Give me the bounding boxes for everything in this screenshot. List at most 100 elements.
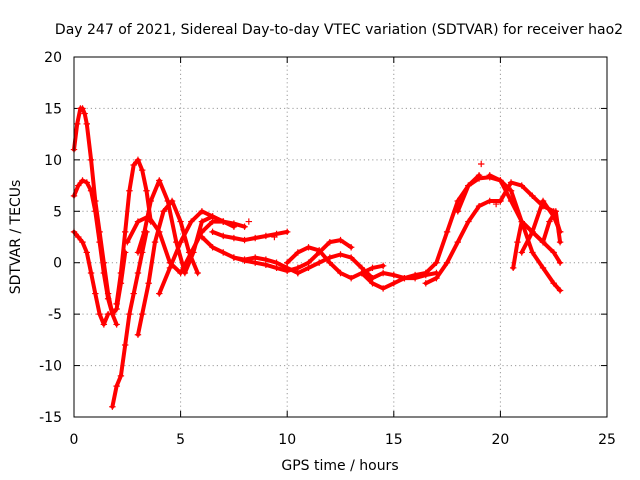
satellite-track-19-point [556, 259, 564, 266]
x-tick-label: 0 [70, 432, 79, 448]
satellite-track-3-point [87, 269, 95, 277]
satellite-track-12-point [241, 257, 248, 264]
satellite-track-12-point [230, 254, 238, 261]
satellite-track-22-point [539, 197, 547, 205]
satellite-track-16-point [379, 269, 387, 277]
satellite-track-7-line [125, 214, 226, 275]
satellite-track-9-point [209, 213, 216, 220]
satellite-track-14-point [294, 269, 302, 277]
isolated-point [271, 233, 278, 241]
satellite-track-1-point [73, 120, 81, 128]
satellite-track-9-point [188, 218, 195, 225]
satellite-track-3-point [75, 233, 82, 241]
satellite-track-17-point [486, 197, 493, 205]
satellite-track-4-point [121, 341, 129, 349]
satellite-track-21-point [509, 264, 517, 272]
satellite-track-12-point [347, 244, 355, 251]
satellite-track-21-point [552, 208, 560, 215]
satellite-track-22-point [550, 213, 557, 220]
satellite-track-19-point [486, 172, 493, 179]
isolated-point [245, 218, 253, 225]
satellite-track-22-point [556, 228, 564, 236]
satellite-track-21-point [556, 238, 564, 246]
satellite-track-14-point [347, 254, 355, 261]
isolated-point [478, 160, 485, 168]
data-series [70, 105, 564, 410]
satellite-track-14-point [337, 251, 344, 258]
y-tick-label: 20 [44, 50, 62, 66]
satellite-track-9-point [166, 264, 174, 272]
satellite-track-3-point [100, 321, 108, 328]
satellite-track-16-point [369, 274, 376, 282]
satellite-track-22-point [518, 249, 525, 256]
satellite-track-8-point [145, 280, 152, 287]
satellite-track-16-point [433, 259, 440, 266]
satellite-track-13-point [315, 247, 323, 254]
satellite-track-19-point [550, 249, 557, 256]
satellite-track-17-point [454, 238, 461, 246]
satellite-track-6-point [141, 228, 148, 236]
satellite-track-14-line [295, 252, 375, 281]
satellite-track-10-point [284, 228, 291, 236]
satellite-track-8-point [185, 249, 193, 256]
satellite-track-20-point [497, 197, 504, 205]
satellite-track-16-point [390, 271, 397, 279]
satellite-track-11-point [209, 244, 216, 251]
satellite-track-2-point [83, 179, 90, 186]
x-tick-label: 15 [385, 432, 403, 448]
y-tick-label: -5 [48, 307, 62, 323]
satellite-track-9-point [230, 223, 238, 230]
satellite-track-21-line [511, 209, 563, 270]
plot-frame [73, 56, 608, 418]
x-tick-label: 20 [491, 432, 509, 448]
satellite-track-5-point [126, 187, 133, 194]
satellite-track-3-point [83, 249, 90, 256]
satellite-track-5-point [139, 166, 146, 174]
satellite-track-19-point [497, 177, 504, 184]
satellite-track-12-point [284, 267, 291, 275]
satellite-track-2-point [75, 182, 82, 189]
satellite-track-16-point [443, 228, 451, 236]
satellite-track-1-point [87, 156, 95, 164]
satellite-track-17-point [475, 202, 483, 210]
satellite-track-8-point [194, 269, 201, 277]
x-tick-label: 25 [598, 432, 616, 448]
satellite-track-15-point [379, 285, 387, 292]
satellite-track-8-point [134, 331, 142, 338]
satellite-track-3-point [92, 290, 99, 297]
satellite-track-8-point [168, 197, 176, 205]
y-tick-label: 10 [44, 153, 62, 169]
satellite-track-14-point [305, 264, 312, 272]
x-axis-label: GPS time / hours [281, 458, 398, 474]
satellite-track-22-point [529, 228, 536, 236]
satellite-track-2-point [87, 187, 95, 194]
satellite-track-21-point [539, 238, 547, 246]
x-tick-label: 10 [278, 432, 296, 448]
satellite-track-2-point [96, 238, 103, 246]
satellite-track-18-point [507, 187, 515, 194]
y-tick-label: 5 [53, 204, 62, 220]
satellite-track-4-point [109, 403, 116, 410]
satellite-track-10-point [241, 236, 248, 244]
satellite-track-2-point [79, 177, 86, 184]
satellite-track-6-point [134, 249, 142, 256]
satellite-track-17-point [443, 259, 451, 266]
satellite-track-16-point [411, 271, 419, 279]
satellite-track-1-point [81, 110, 88, 117]
satellite-track-13-point [379, 262, 387, 269]
satellite-track-6-point [241, 223, 248, 230]
satellite-track-9-line [157, 209, 236, 296]
satellite-track-7-point [134, 218, 142, 225]
satellite-track-8-point [177, 218, 184, 225]
satellite-track-10-point [220, 232, 227, 240]
isolated-point [492, 200, 500, 208]
satellite-track-20-point [529, 192, 536, 200]
satellite-track-7-point [145, 213, 152, 220]
satellite-track-3-point [96, 310, 103, 318]
satellite-track-2-point [92, 208, 99, 215]
satellite-track-4-point [117, 372, 125, 380]
satellite-track-17-line [423, 199, 503, 286]
satellite-track-4-point [130, 290, 137, 297]
satellite-track-6-point [156, 177, 163, 184]
